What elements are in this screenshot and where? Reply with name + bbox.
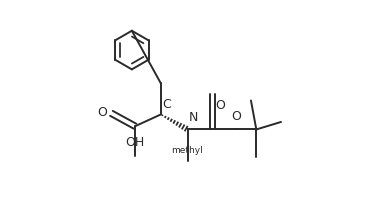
Text: O: O: [98, 106, 108, 119]
Text: OH: OH: [125, 136, 145, 149]
Text: O: O: [216, 99, 226, 112]
Text: C: C: [162, 98, 171, 111]
Text: N: N: [189, 111, 198, 124]
Text: O: O: [231, 110, 241, 123]
Text: methyl: methyl: [171, 146, 203, 155]
